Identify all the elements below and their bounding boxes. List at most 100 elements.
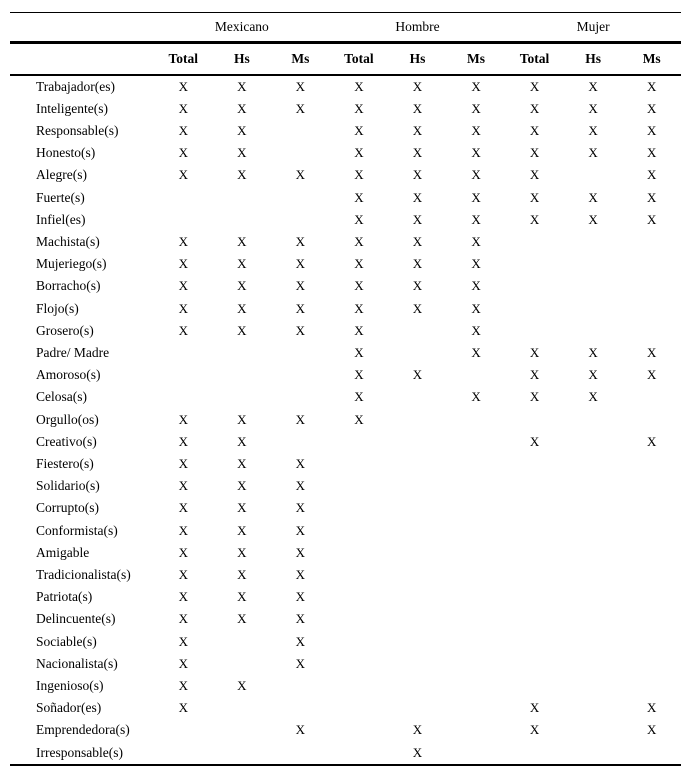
mark-cell: X: [295, 589, 306, 605]
empty-cell: [505, 275, 564, 297]
empty-cell: [154, 742, 213, 765]
empty-cell: [447, 719, 506, 741]
mark-cell: X: [237, 145, 247, 161]
empty-cell: [388, 564, 447, 586]
mark-cell: X: [237, 278, 247, 294]
table-row: Amigable X X X: [10, 542, 681, 564]
mark-cell: X: [354, 100, 364, 116]
mark-cell: X: [178, 633, 188, 649]
mark-cell: X: [646, 122, 657, 138]
row-label: Honesto(s): [36, 145, 96, 161]
empty-cell: [271, 697, 330, 719]
empty-cell: [330, 586, 389, 608]
empty-cell: [388, 320, 447, 342]
empty-cell: [564, 586, 623, 608]
row-label: Delincuente(s): [36, 611, 116, 627]
empty-cell: [564, 697, 623, 719]
mark-cell: X: [295, 522, 306, 538]
row-label: Borracho(s): [36, 278, 101, 294]
mark-cell: X: [354, 278, 364, 294]
mark-cell: X: [237, 122, 247, 138]
table-header: Mexicano Hombre Mujer Total Hs Ms Total …: [10, 13, 681, 75]
group-header-mujer: Mujer: [576, 19, 610, 34]
empty-cell: [564, 253, 623, 275]
empty-cell: [447, 586, 506, 608]
empty-cell: [388, 631, 447, 653]
empty-cell: [447, 653, 506, 675]
row-label: Conformista(s): [36, 522, 118, 538]
mark-cell: X: [646, 433, 657, 449]
mark-cell: X: [412, 300, 423, 316]
subheader-mujer-total: Total: [519, 50, 550, 66]
mark-cell: X: [237, 322, 247, 338]
empty-cell: [213, 342, 272, 364]
mark-cell: X: [529, 389, 540, 405]
table-row: Tradicionalista(s) X X X: [10, 564, 681, 586]
mark-cell: X: [588, 122, 598, 138]
empty-cell: [564, 520, 623, 542]
empty-cell: [388, 608, 447, 630]
row-label: Grosero(s): [36, 322, 94, 338]
mark-cell: X: [237, 500, 247, 516]
empty-cell: [213, 364, 272, 386]
mark-cell: X: [529, 722, 540, 738]
empty-cell: [564, 542, 623, 564]
empty-cell: [388, 586, 447, 608]
row-label: Flojo(s): [36, 300, 79, 316]
empty-cell: [505, 742, 564, 765]
mark-cell: X: [471, 278, 481, 294]
row-label: Nacionalista(s): [36, 655, 118, 671]
row-label: Responsable(s): [36, 122, 119, 138]
mark-cell: X: [178, 544, 188, 560]
mark-cell: X: [412, 145, 423, 161]
empty-cell: [330, 431, 389, 453]
empty-cell: [447, 631, 506, 653]
row-label: Tradicionalista(s): [36, 566, 131, 582]
empty-cell: [564, 164, 623, 186]
table-row: Padre/ Madre X X X X X: [10, 342, 681, 364]
table-row: Mujeriego(s) X X X X X X: [10, 253, 681, 275]
empty-cell: [330, 542, 389, 564]
empty-cell: [622, 275, 681, 297]
row-label: Amigable: [36, 544, 90, 560]
mark-cell: X: [178, 300, 188, 316]
empty-cell: [622, 520, 681, 542]
mark-cell: X: [178, 233, 188, 249]
mark-cell: X: [529, 189, 540, 205]
empty-cell: [271, 120, 330, 142]
table-row: Ingenioso(s) X X: [10, 675, 681, 697]
empty-cell: [622, 742, 681, 765]
mark-cell: X: [354, 389, 364, 405]
table-row: Grosero(s) X X X X X: [10, 320, 681, 342]
mark-cell: X: [354, 344, 364, 360]
empty-cell: [564, 742, 623, 765]
empty-cell: [564, 564, 623, 586]
mark-cell: X: [178, 78, 188, 94]
empty-cell: [213, 386, 272, 408]
empty-cell: [622, 653, 681, 675]
row-label: Inteligente(s): [36, 100, 108, 116]
mark-cell: X: [588, 145, 598, 161]
empty-cell: [447, 409, 506, 431]
mark-cell: X: [471, 211, 481, 227]
mark-cell: X: [529, 700, 540, 716]
empty-cell: [388, 697, 447, 719]
empty-cell: [622, 564, 681, 586]
mark-cell: X: [178, 522, 188, 538]
empty-cell: [388, 453, 447, 475]
empty-cell: [213, 653, 272, 675]
table-body: Trabajador(es) X X X X X X X X X Inteligente(s) X X X…: [10, 75, 681, 765]
mark-cell: X: [471, 100, 481, 116]
mark-cell: X: [412, 744, 423, 760]
mark-cell: X: [354, 367, 364, 383]
mark-cell: X: [529, 100, 540, 116]
empty-cell: [388, 386, 447, 408]
table-row: Creativo(s) X X X X: [10, 431, 681, 453]
empty-cell: [564, 608, 623, 630]
table-row: Responsable(s) X X X X X X X X: [10, 120, 681, 142]
empty-cell: [213, 209, 272, 231]
table-row: Machista(s) X X X X X X: [10, 231, 681, 253]
mark-cell: X: [237, 300, 247, 316]
mark-cell: X: [354, 300, 364, 316]
mark-cell: X: [295, 300, 306, 316]
